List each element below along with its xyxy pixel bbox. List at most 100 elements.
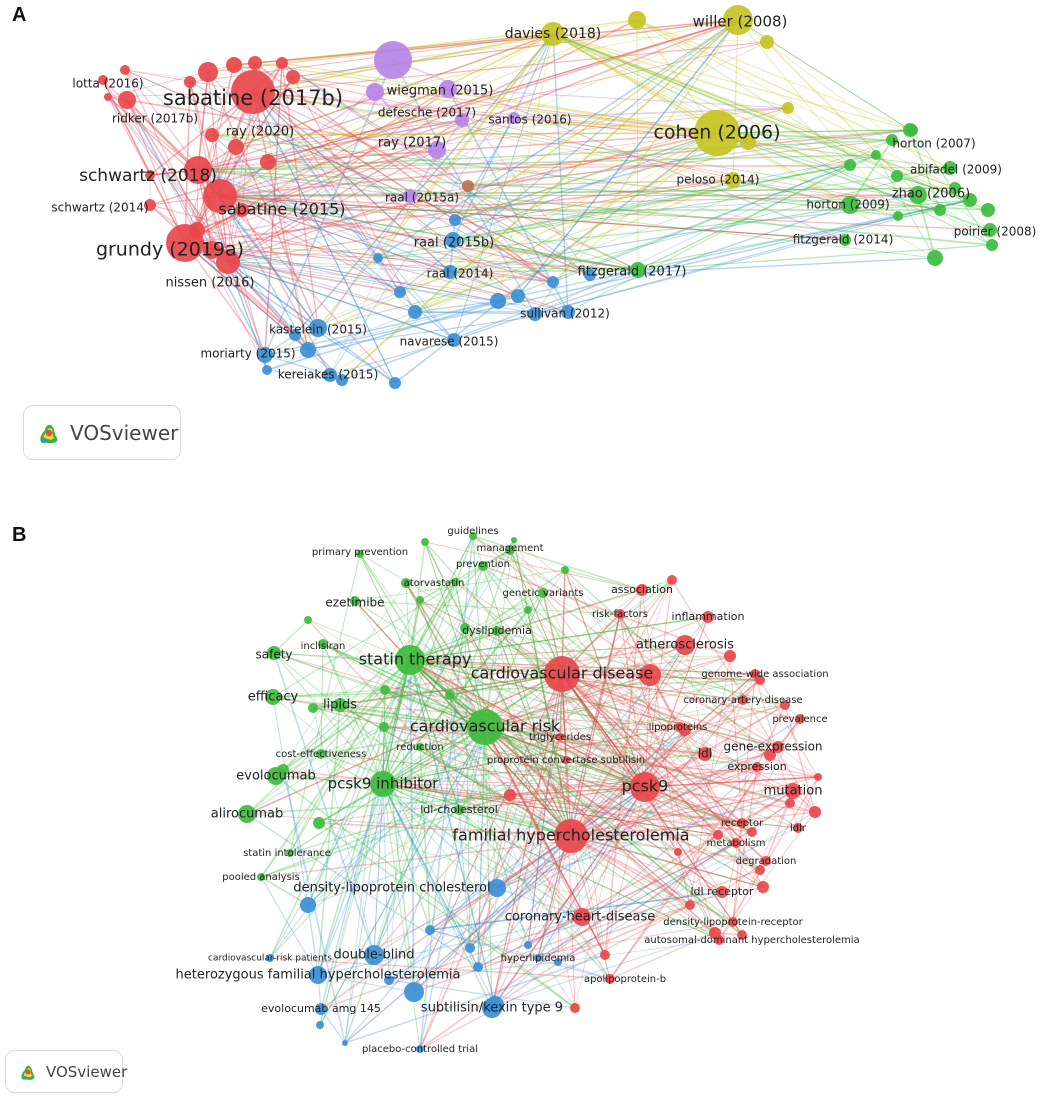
node-degradation[interactable]	[761, 856, 771, 866]
edge-163	[207, 71, 229, 263]
node-wiegman-2015[interactable]	[439, 80, 457, 98]
node-raal-2015b[interactable]	[445, 232, 461, 248]
node-gene-expression[interactable]	[772, 741, 784, 753]
node-ray-2017[interactable]	[428, 141, 446, 159]
node-mutation[interactable]	[785, 783, 801, 799]
node-ezetimibe[interactable]	[350, 596, 360, 606]
edge-114	[246, 786, 646, 815]
node-heterozygous-familial-hypercholesterolemia[interactable]	[309, 966, 327, 984]
node-evolocumab-amg-145[interactable]	[315, 1003, 327, 1015]
node-fitzgerald-2014[interactable]	[839, 234, 851, 246]
node-ldl[interactable]	[698, 747, 712, 761]
node-management[interactable]	[505, 545, 515, 555]
node-raal-2014[interactable]	[443, 265, 457, 279]
node-safety[interactable]	[267, 646, 281, 660]
node-subtilisin-kexin-type-9[interactable]	[482, 998, 502, 1018]
node-pcsk9-inhibitor[interactable]	[370, 771, 396, 797]
node-apolipoprotein-b[interactable]	[605, 974, 615, 984]
node-kereiakes-2015[interactable]	[323, 368, 337, 382]
node-cardiovascular-risk-patients[interactable]	[266, 954, 274, 962]
node-nissen-2016[interactable]	[216, 250, 240, 274]
node-horton-2009[interactable]	[841, 196, 859, 214]
node-ldlr[interactable]	[793, 823, 803, 833]
node-santos-2016[interactable]	[508, 112, 520, 124]
node-raal-2015a[interactable]	[403, 189, 417, 203]
node-lotta-2016[interactable]	[98, 75, 108, 85]
node-cohen-2006[interactable]	[694, 110, 740, 156]
node-label-statin-intolerance: statin intolerance	[243, 848, 331, 859]
node-autosomal-dominant-hypercholesterolemia[interactable]	[714, 935, 724, 945]
node-label-gene-expression: gene-expression	[723, 740, 822, 754]
node-navarese-2015[interactable]	[447, 333, 461, 347]
node-statin-intolerance[interactable]	[286, 849, 294, 857]
node-davies-2018[interactable]	[541, 22, 565, 46]
node-ldl-receptor[interactable]	[716, 886, 728, 898]
node-familial-hypercholesterolemia[interactable]	[554, 819, 588, 853]
node-hyperlipidemia[interactable]	[534, 954, 542, 962]
node-defesche-2017[interactable]	[455, 113, 469, 127]
node-prevalence[interactable]	[795, 714, 805, 724]
node-genome-wide-association[interactable]	[750, 669, 760, 679]
node-sullivan-2012[interactable]	[528, 307, 542, 321]
node-abifadel-2009[interactable]	[943, 161, 957, 175]
node-expression[interactable]	[752, 762, 762, 772]
node-proprotein-convertase-subtilisin[interactable]	[562, 756, 570, 764]
node-cardiovascular-risk[interactable]	[467, 709, 503, 745]
node-kastelein-2015[interactable]	[309, 319, 327, 337]
node-grundy-2019a[interactable]	[166, 224, 204, 262]
edge-573	[320, 1008, 346, 1044]
node-density-lipoprotein-cholesterol[interactable]	[488, 879, 506, 897]
node-poirier-2008[interactable]	[983, 223, 997, 237]
node-alirocumab[interactable]	[238, 805, 256, 823]
node-primary-prevention[interactable]	[356, 550, 364, 558]
node-coronary-artery-disease[interactable]	[738, 695, 748, 705]
node-zhao-2006[interactable]	[909, 186, 927, 204]
node-pcsk9[interactable]	[630, 772, 660, 802]
node-atherosclerosis[interactable]	[675, 635, 695, 655]
node-pooled-analysis[interactable]	[257, 873, 265, 881]
edge-336	[424, 541, 486, 728]
edge-447	[527, 679, 761, 946]
node-placebo-controlled-trial[interactable]	[416, 1045, 424, 1053]
node-lipoproteins[interactable]	[675, 722, 685, 732]
node-receptor[interactable]	[737, 818, 747, 828]
node-statin-therapy[interactable]	[395, 645, 425, 675]
node-metabolism[interactable]	[731, 838, 741, 848]
node-coronary-heart-disease[interactable]	[573, 908, 591, 926]
minor-node-28	[685, 900, 695, 910]
node-sabatine-2017b[interactable]	[231, 70, 275, 114]
minor-node-4	[248, 56, 262, 70]
node-schwartz-2018[interactable]	[184, 156, 212, 184]
edge-195	[484, 726, 706, 755]
node-peloso-2014[interactable]	[725, 172, 741, 188]
node-dyslipidemia[interactable]	[492, 626, 502, 636]
node-genetic-variants[interactable]	[538, 588, 548, 598]
node-triglycerides[interactable]	[556, 733, 564, 741]
node-sabatine-2015[interactable]	[203, 179, 237, 213]
node-atorvastatin[interactable]	[401, 578, 411, 588]
node-reduction[interactable]	[416, 743, 424, 751]
node-fitzgerald-2017[interactable]	[630, 262, 646, 278]
node-schwartz-2014[interactable]	[144, 199, 156, 211]
node-risk-factors[interactable]	[615, 609, 625, 619]
node-ray-2020[interactable]	[228, 139, 244, 155]
node-density-lipoprotein-receptor[interactable]	[728, 917, 738, 927]
node-guidelines[interactable]	[469, 532, 477, 540]
node-lipids[interactable]	[333, 698, 347, 712]
node-prevention[interactable]	[478, 561, 488, 571]
edge-372	[382, 627, 466, 785]
node-ridker-2017b[interactable]	[118, 91, 136, 109]
node-horton-2007[interactable]	[903, 123, 917, 137]
node-association[interactable]	[636, 584, 648, 596]
node-cost-effectiveness[interactable]	[316, 749, 326, 759]
node-cardiovascular-disease[interactable]	[544, 656, 580, 692]
node-double-blind[interactable]	[364, 945, 384, 965]
node-moriarty-2015[interactable]	[257, 347, 273, 363]
node-inflammation[interactable]	[702, 611, 714, 623]
edge-116	[449, 269, 639, 273]
node-evolocumab[interactable]	[267, 767, 285, 785]
node-efficacy[interactable]	[265, 689, 281, 705]
node-inclisiran[interactable]	[318, 639, 328, 649]
node-ldl-cholesterol[interactable]	[454, 805, 464, 815]
node-willer-2008[interactable]	[723, 5, 753, 35]
